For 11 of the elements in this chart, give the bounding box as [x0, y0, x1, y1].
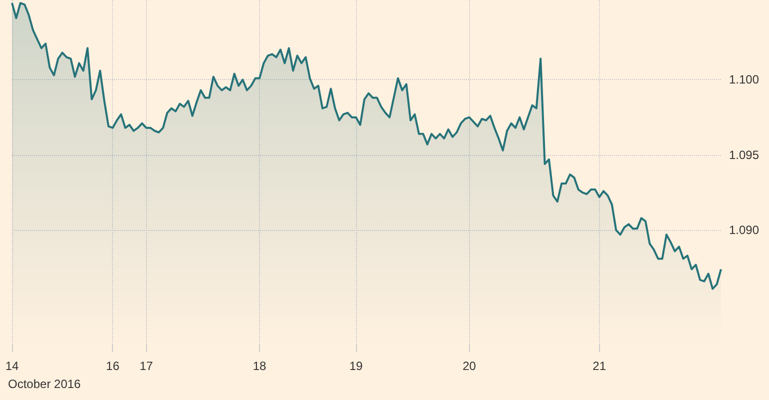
x-tick-label: 19	[349, 359, 364, 373]
y-tick-label: 1.090	[729, 223, 760, 238]
x-tick-label: 14	[5, 359, 19, 373]
x-tick-label: 16	[106, 359, 120, 373]
x-tick-label: 21	[592, 359, 606, 373]
y-tick-label: 1.095	[729, 148, 760, 162]
x-tick-label: 17	[140, 359, 154, 373]
x-axis-title: October 2016	[8, 377, 82, 391]
x-tick-label: 20	[462, 359, 476, 373]
x-tick-label: 18	[252, 359, 267, 373]
y-tick-label: 1.100	[729, 72, 760, 87]
